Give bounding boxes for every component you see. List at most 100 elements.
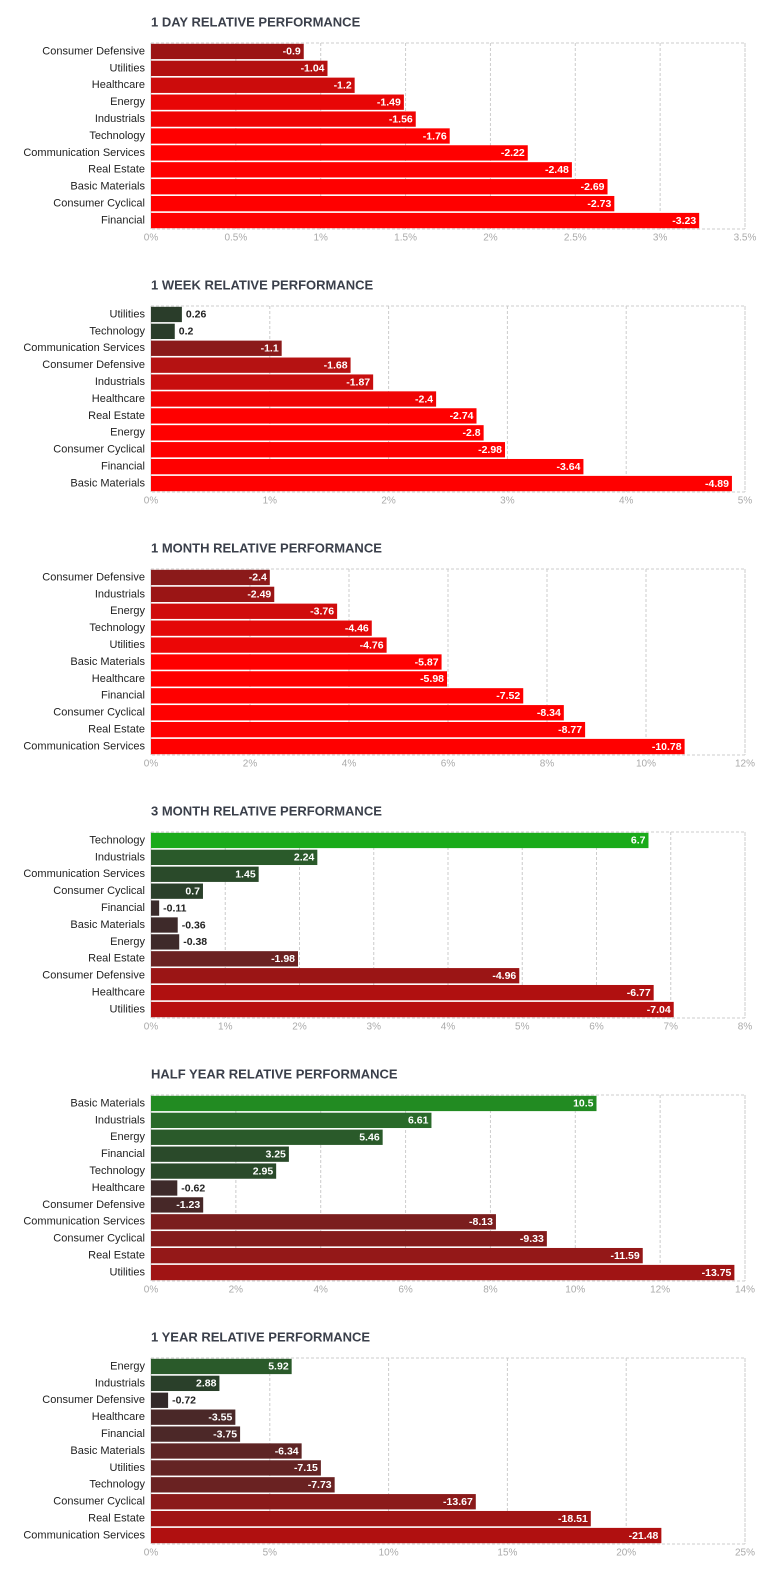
category-label: Energy <box>110 605 145 617</box>
value-label: -0.9 <box>283 46 301 58</box>
x-tick-label: 1% <box>218 1022 233 1033</box>
category-label: Basic Materials <box>70 656 145 668</box>
category-label: Real Estate <box>88 953 145 965</box>
category-label: Communication Services <box>23 868 145 880</box>
bar <box>151 637 387 653</box>
category-label: Real Estate <box>88 1250 145 1262</box>
category-label: Healthcare <box>92 673 145 685</box>
value-label: -3.76 <box>310 606 334 618</box>
category-label: Industrials <box>95 851 146 863</box>
value-label: -21.48 <box>629 1530 659 1542</box>
x-tick-label: 3.5% <box>734 233 757 244</box>
category-label: Consumer Cyclical <box>53 707 145 719</box>
x-tick-label: 2% <box>243 759 258 770</box>
chart-title: 1 DAY RELATIVE PERFORMANCE <box>151 14 361 29</box>
bar <box>151 968 520 984</box>
category-label: Healthcare <box>92 79 145 91</box>
value-label: -1.1 <box>261 343 279 355</box>
value-label: -4.76 <box>360 639 384 651</box>
bar <box>151 721 586 738</box>
category-label: Technology <box>89 622 145 634</box>
x-tick-label: 5% <box>263 1548 278 1559</box>
value-label: 6.61 <box>408 1115 429 1127</box>
chart-title: 1 WEEK RELATIVE PERFORMANCE <box>151 277 374 292</box>
value-label: -1.04 <box>301 63 325 75</box>
category-label: Consumer Cyclical <box>53 1233 145 1245</box>
category-label: Healthcare <box>92 987 145 999</box>
category-label: Industrials <box>95 1377 146 1389</box>
category-label: Utilities <box>110 308 146 320</box>
value-label: 2.95 <box>253 1165 274 1177</box>
category-label: Consumer Defensive <box>42 45 145 57</box>
bar <box>151 671 448 687</box>
category-label: Consumer Cyclical <box>53 1496 145 1508</box>
category-label: Real Estate <box>88 410 145 422</box>
category-label: Consumer Defensive <box>42 571 145 583</box>
value-label: 0.2 <box>179 326 194 338</box>
value-label: -2.8 <box>463 427 481 439</box>
x-tick-label: 5% <box>738 496 753 507</box>
x-tick-label: 0% <box>144 233 159 244</box>
bar <box>151 374 374 390</box>
category-label: Technology <box>89 325 145 337</box>
value-label: -2.4 <box>249 572 267 584</box>
bar <box>151 951 299 967</box>
chart-title: 1 YEAR RELATIVE PERFORMANCE <box>151 1329 370 1344</box>
bar <box>151 60 328 77</box>
x-tick-label: 0.5% <box>224 233 247 244</box>
value-label: -18.51 <box>558 1513 588 1525</box>
bar <box>151 1247 643 1264</box>
bar <box>151 1001 674 1018</box>
x-tick-label: 8% <box>738 1022 753 1033</box>
value-label: -2.98 <box>478 444 502 456</box>
bar <box>151 688 524 704</box>
x-tick-label: 1% <box>263 496 278 507</box>
x-tick-label: 6% <box>441 759 456 770</box>
value-label: -2.74 <box>450 410 474 422</box>
value-label: -2.48 <box>545 164 569 176</box>
value-label: 10.5 <box>573 1098 594 1110</box>
value-label: -2.49 <box>247 589 271 601</box>
value-label: -9.33 <box>520 1233 544 1245</box>
value-label: -8.13 <box>469 1216 493 1228</box>
bar <box>151 145 528 161</box>
category-label: Energy <box>110 936 145 948</box>
bar <box>151 654 442 670</box>
category-label: Financial <box>101 902 145 914</box>
category-label: Consumer Cyclical <box>53 198 145 210</box>
value-label: -0.11 <box>163 902 187 914</box>
value-label: -0.36 <box>182 919 206 931</box>
bar <box>151 111 416 127</box>
category-label: Basic Materials <box>70 919 145 931</box>
x-tick-label: 12% <box>650 1285 670 1296</box>
category-label: Consumer Cyclical <box>53 885 145 897</box>
value-label: -1.2 <box>334 80 352 92</box>
category-label: Technology <box>89 834 145 846</box>
bar <box>151 832 649 849</box>
value-label: 5.92 <box>268 1361 289 1373</box>
value-label: -3.64 <box>556 461 580 473</box>
category-label: Healthcare <box>92 1182 145 1194</box>
category-label: Consumer Defensive <box>42 359 145 371</box>
value-label: -2.4 <box>415 393 433 405</box>
x-tick-label: 15% <box>497 1548 517 1559</box>
value-label: -13.75 <box>702 1267 732 1279</box>
category-label: Real Estate <box>88 1513 145 1525</box>
chart-title: 3 MONTH RELATIVE PERFORMANCE <box>151 803 382 818</box>
value-label: -7.15 <box>294 1462 318 1474</box>
value-label: 0.7 <box>185 885 200 897</box>
category-label: Utilities <box>110 62 146 74</box>
bar <box>151 1197 204 1213</box>
category-label: Technology <box>89 130 145 142</box>
value-label: -1.98 <box>271 953 295 965</box>
category-label: Basic Materials <box>70 477 145 489</box>
value-label: -0.72 <box>172 1395 196 1407</box>
bar <box>151 340 282 356</box>
category-label: Utilities <box>110 639 146 651</box>
category-label: Communication Services <box>23 147 145 159</box>
bar <box>151 705 564 721</box>
bar <box>151 1494 476 1510</box>
bar <box>151 1443 302 1459</box>
bar <box>151 94 404 110</box>
value-label: -7.04 <box>647 1004 671 1016</box>
